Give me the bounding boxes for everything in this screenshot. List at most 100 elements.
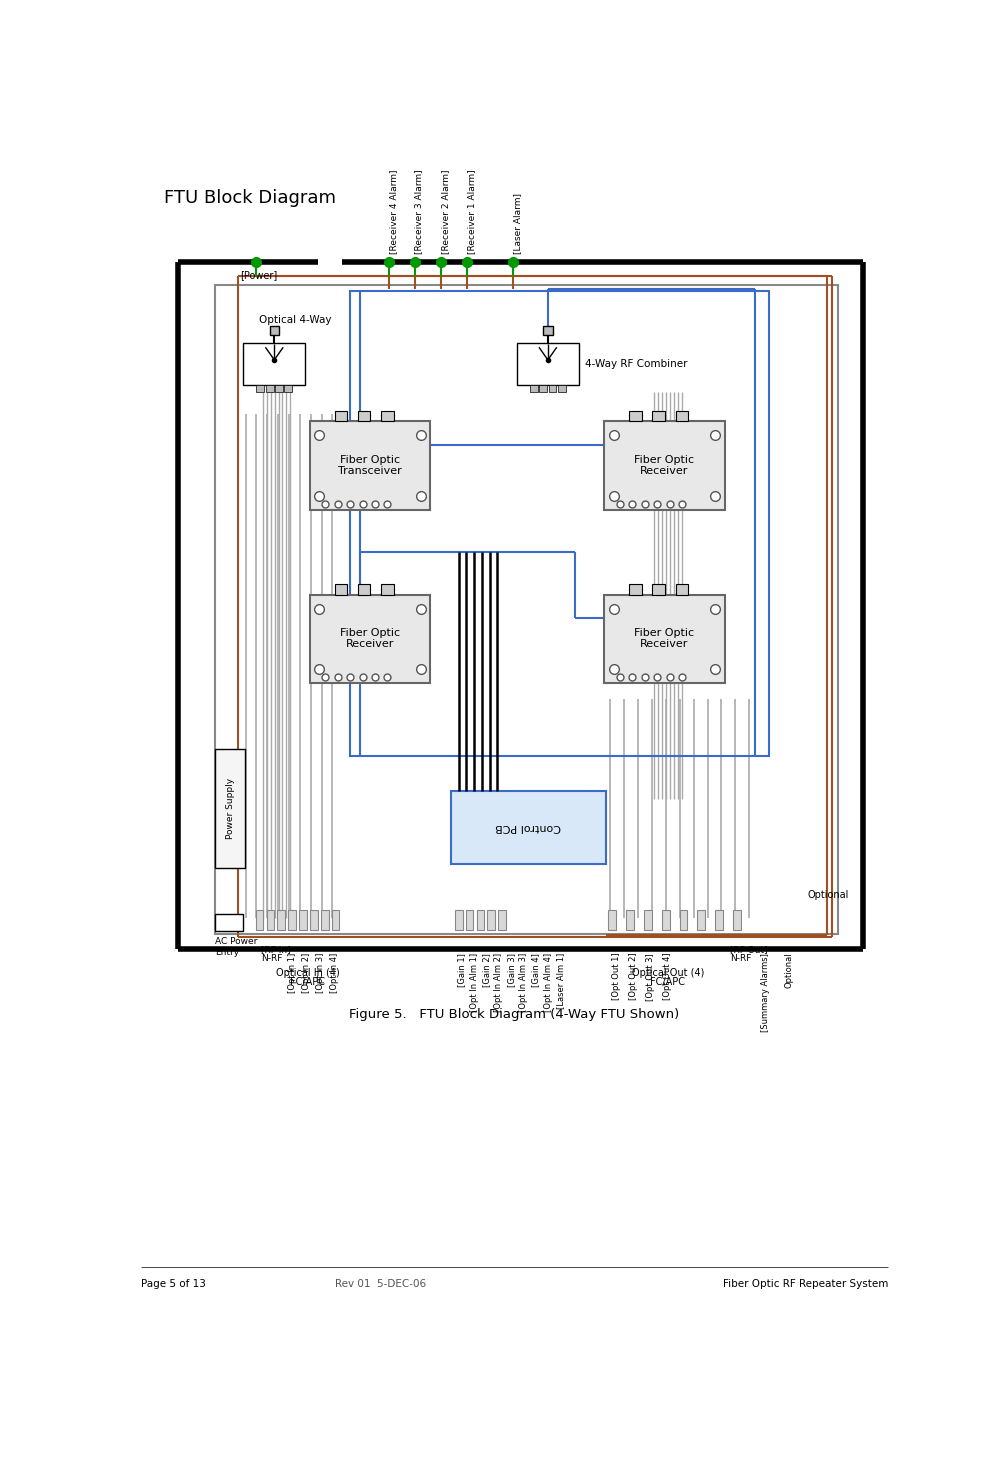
Bar (256, 385, 264, 392)
Text: [Opt In Alm 2]: [Opt In Alm 2] (493, 953, 503, 1013)
Bar (358, 410, 370, 422)
Bar (714, 910, 722, 929)
Bar (450, 791, 606, 864)
Text: [Opt Out 2]: [Opt Out 2] (629, 953, 638, 1001)
Text: [Gain 4]: [Gain 4] (531, 953, 540, 986)
Bar (310, 422, 429, 511)
Bar (215, 285, 838, 934)
Text: [Opt Out 1]: [Opt Out 1] (612, 953, 621, 1001)
Text: Fiber Optic
Receiver: Fiber Optic Receiver (634, 455, 693, 476)
Text: [Laser Alarm]: [Laser Alarm] (513, 194, 522, 254)
Text: [RF Out]: [RF Out] (729, 945, 767, 954)
Text: [Summary Alarms]: [Summary Alarms] (760, 953, 769, 1032)
Bar (465, 910, 473, 929)
Text: [Laser Alm 1]: [Laser Alm 1] (556, 953, 565, 1010)
Text: [Opt In 2]: [Opt In 2] (302, 953, 311, 994)
Text: N-RF: N-RF (261, 954, 282, 963)
Bar (675, 410, 687, 422)
Text: N-RF: N-RF (729, 954, 750, 963)
Text: [Gain 2]: [Gain 2] (481, 953, 490, 986)
Bar (381, 410, 393, 422)
Text: FTU Block Diagram: FTU Block Diagram (164, 188, 336, 207)
Bar (454, 910, 462, 929)
Bar (288, 910, 296, 929)
Bar (661, 910, 669, 929)
Text: Optional: Optional (806, 890, 848, 900)
Text: FC/APC: FC/APC (650, 978, 685, 988)
Bar (358, 584, 370, 595)
Bar (608, 910, 616, 929)
Bar (558, 385, 565, 392)
Text: Figure 5.   FTU Block Diagram (4-Way FTU Shown): Figure 5. FTU Block Diagram (4-Way FTU S… (349, 1008, 679, 1021)
Bar (652, 584, 664, 595)
Text: [Power]: [Power] (240, 270, 277, 280)
Bar (486, 910, 494, 929)
Text: [Receiver 2 Alarm]: [Receiver 2 Alarm] (440, 169, 449, 254)
Text: [Receiver 3 Alarm]: [Receiver 3 Alarm] (414, 169, 423, 254)
Text: Optical Out (4): Optical Out (4) (631, 969, 703, 978)
Text: Fiber Optic RF Repeater System: Fiber Optic RF Repeater System (722, 1280, 888, 1288)
Text: [Opt Out 4]: [Opt Out 4] (663, 953, 672, 1001)
Bar (321, 910, 328, 929)
Text: [Gain 1]: [Gain 1] (456, 953, 465, 986)
Text: Optical In (4): Optical In (4) (276, 969, 339, 978)
Text: [Receiver 4 Alarm]: [Receiver 4 Alarm] (388, 169, 397, 254)
Bar (604, 595, 724, 683)
Text: Optional: Optional (783, 953, 792, 988)
Bar (350, 290, 768, 756)
Bar (679, 910, 687, 929)
Bar (629, 584, 641, 595)
Bar (310, 595, 429, 683)
Bar (243, 343, 305, 385)
Bar (270, 325, 279, 336)
Text: [Opt In 1]: [Opt In 1] (288, 953, 297, 994)
Text: [Opt In Alm 3]: [Opt In Alm 3] (519, 953, 528, 1013)
Text: [RF In]: [RF In] (261, 945, 291, 954)
Bar (331, 910, 339, 929)
Bar (543, 325, 552, 336)
Bar (216, 915, 243, 931)
Bar (381, 584, 393, 595)
Bar (539, 385, 547, 392)
Bar (275, 385, 283, 392)
Bar (643, 910, 651, 929)
Text: [Gain 3]: [Gain 3] (507, 953, 516, 986)
Text: Page 5 of 13: Page 5 of 13 (140, 1280, 206, 1288)
Bar (277, 910, 285, 929)
Bar (530, 385, 538, 392)
Bar (299, 910, 307, 929)
Text: Fiber Optic
Receiver: Fiber Optic Receiver (634, 627, 693, 649)
Text: Fiber Optic
Receiver: Fiber Optic Receiver (339, 627, 399, 649)
Text: Power Supply: Power Supply (226, 778, 235, 839)
Text: [Opt In Alm 4]: [Opt In Alm 4] (544, 953, 553, 1013)
Bar (697, 910, 704, 929)
Text: [Receiver 1 Alarm]: [Receiver 1 Alarm] (466, 169, 475, 254)
Bar (266, 910, 274, 929)
Bar (284, 385, 292, 392)
Bar (334, 584, 347, 595)
Bar (497, 910, 506, 929)
Text: Optical 4-Way: Optical 4-Way (259, 315, 331, 325)
Bar (517, 343, 579, 385)
Bar (256, 910, 263, 929)
Bar (629, 410, 641, 422)
Text: Fiber Optic
Transceiver: Fiber Optic Transceiver (337, 455, 401, 476)
Text: Control PCB: Control PCB (495, 823, 561, 832)
Text: [Opt In Alm 1]: [Opt In Alm 1] (469, 953, 478, 1013)
Bar (652, 410, 664, 422)
Bar (604, 422, 724, 511)
Text: [Opt Out 3]: [Opt Out 3] (646, 953, 655, 1001)
Bar (675, 584, 687, 595)
Bar (216, 748, 245, 868)
Bar (476, 910, 483, 929)
Bar (732, 910, 740, 929)
Text: 4-Way RF Combiner: 4-Way RF Combiner (585, 359, 687, 369)
Text: AC Power
Entry: AC Power Entry (216, 937, 258, 957)
Text: Rev 01  5-DEC-06: Rev 01 5-DEC-06 (334, 1280, 425, 1288)
Bar (626, 910, 633, 929)
Bar (310, 910, 317, 929)
Text: [Opt In 4]: [Opt In 4] (330, 953, 339, 994)
Text: FC/APC: FC/APC (290, 978, 325, 988)
Text: [Opt In 3]: [Opt In 3] (316, 953, 325, 994)
Bar (266, 385, 273, 392)
